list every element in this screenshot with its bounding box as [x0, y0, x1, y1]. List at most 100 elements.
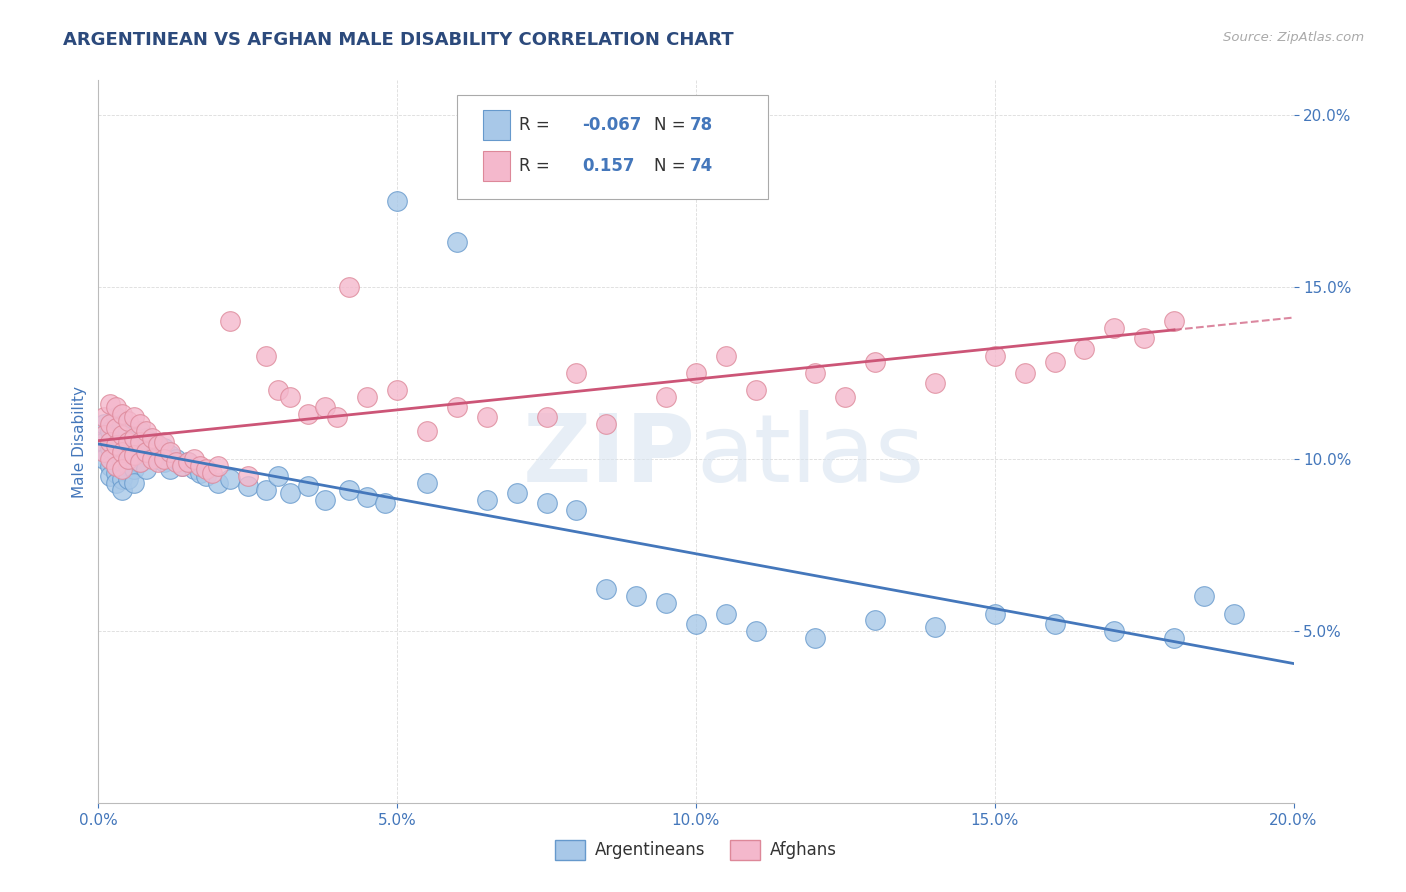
Point: [98, 469, 122, 483]
Point: [135, 424, 157, 438]
Point: [1223, 607, 1246, 621]
Point: [172, 458, 194, 473]
Point: [1133, 331, 1156, 345]
Point: [165, 455, 187, 469]
Point: [117, 434, 139, 449]
Text: ARGENTINEAN VS AFGHAN MALE DISABILITY CORRELATION CHART: ARGENTINEAN VS AFGHAN MALE DISABILITY CO…: [63, 31, 734, 49]
Point: [278, 390, 301, 404]
Point: [129, 417, 152, 432]
Point: [745, 624, 768, 638]
Point: [475, 493, 498, 508]
Point: [984, 607, 1007, 621]
Point: [98, 424, 122, 438]
Point: [446, 400, 468, 414]
Point: [135, 431, 157, 445]
Point: [117, 451, 139, 466]
Point: [98, 397, 122, 411]
Point: [416, 475, 439, 490]
Point: [356, 490, 378, 504]
Point: [153, 442, 176, 456]
Point: [924, 376, 946, 390]
Point: [105, 438, 128, 452]
Point: [195, 469, 218, 483]
Bar: [484, 110, 509, 140]
Point: [105, 445, 128, 459]
Point: [117, 424, 139, 438]
Point: [93, 410, 115, 425]
Text: N =: N =: [654, 157, 686, 175]
FancyBboxPatch shape: [457, 95, 768, 200]
Point: [135, 445, 157, 459]
Point: [207, 458, 229, 473]
Point: [141, 431, 163, 445]
Point: [984, 349, 1007, 363]
Point: [834, 390, 856, 404]
Point: [93, 434, 115, 449]
Point: [124, 448, 146, 462]
Point: [1073, 342, 1095, 356]
Point: [124, 462, 146, 476]
Text: 0.157: 0.157: [582, 157, 636, 175]
Point: [111, 472, 134, 486]
Point: [865, 614, 887, 628]
Point: [315, 493, 337, 508]
Point: [148, 451, 170, 466]
Point: [117, 472, 139, 486]
Point: [278, 486, 301, 500]
Legend: Argentineans, Afghans: Argentineans, Afghans: [548, 833, 844, 867]
Point: [105, 475, 128, 490]
Point: [111, 427, 134, 442]
Point: [565, 366, 588, 380]
Point: [356, 390, 378, 404]
Text: R =: R =: [519, 157, 550, 175]
Point: [105, 458, 128, 473]
Point: [188, 466, 211, 480]
Point: [135, 462, 157, 476]
Point: [93, 417, 115, 432]
Point: [1104, 321, 1126, 335]
Point: [188, 458, 211, 473]
Point: [135, 448, 157, 462]
Point: [153, 434, 176, 449]
Point: [1014, 366, 1036, 380]
Point: [804, 631, 827, 645]
Y-axis label: Male Disability: Male Disability: [72, 385, 87, 498]
Point: [153, 455, 176, 469]
Point: [98, 442, 122, 456]
Point: [129, 455, 152, 469]
Point: [1043, 355, 1066, 369]
Point: [105, 427, 128, 442]
Point: [236, 479, 259, 493]
Point: [924, 620, 946, 634]
Text: ZIP: ZIP: [523, 410, 696, 502]
Point: [105, 466, 128, 480]
Point: [254, 349, 277, 363]
Point: [141, 434, 163, 449]
Point: [177, 455, 200, 469]
Point: [117, 414, 139, 428]
Point: [326, 410, 349, 425]
Point: [148, 438, 170, 452]
Text: 78: 78: [690, 116, 713, 134]
Point: [111, 407, 134, 421]
Point: [98, 417, 122, 432]
Point: [159, 462, 181, 476]
Point: [475, 410, 498, 425]
Point: [111, 455, 134, 469]
Point: [865, 355, 887, 369]
Point: [98, 451, 122, 466]
Point: [339, 483, 361, 497]
Point: [385, 194, 409, 208]
Point: [129, 424, 152, 438]
Point: [207, 475, 229, 490]
Point: [1163, 631, 1185, 645]
Point: [159, 445, 181, 459]
Point: [93, 451, 115, 466]
Point: [374, 496, 396, 510]
Point: [1104, 624, 1126, 638]
Text: Source: ZipAtlas.com: Source: ZipAtlas.com: [1223, 31, 1364, 45]
Point: [124, 427, 146, 442]
Point: [183, 462, 205, 476]
Point: [714, 607, 737, 621]
Point: [111, 483, 134, 497]
